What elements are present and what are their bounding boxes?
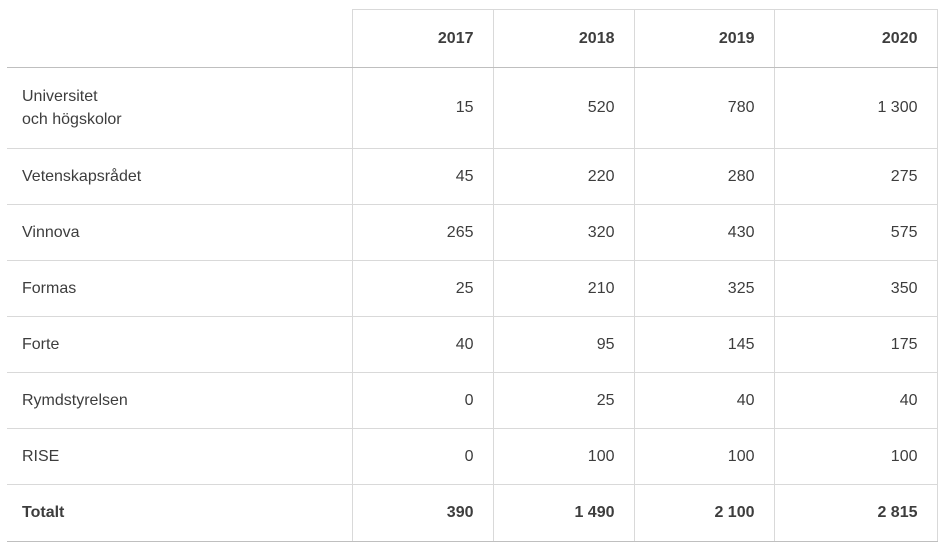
value-cell: 275 bbox=[773, 148, 938, 205]
total-value-cell: 390 bbox=[351, 484, 493, 542]
value-cell: 145 bbox=[633, 316, 774, 373]
row-label: Forte bbox=[7, 316, 352, 373]
total-value-cell: 2 100 bbox=[633, 484, 774, 542]
value-cell: 520 bbox=[492, 67, 634, 149]
value-cell: 100 bbox=[633, 428, 774, 485]
value-cell: 100 bbox=[492, 428, 634, 485]
value-cell: 575 bbox=[773, 204, 938, 261]
funding-table: 2017 2018 2019 2020 Universitet och högs… bbox=[7, 9, 938, 542]
row-label: Formas bbox=[7, 260, 352, 317]
table-row: Vetenskapsrådet 45 220 280 275 bbox=[7, 148, 938, 205]
row-label: Universitet och högskolor bbox=[7, 67, 352, 149]
value-cell: 40 bbox=[351, 316, 493, 373]
table-row: Vinnova 265 320 430 575 bbox=[7, 204, 938, 261]
value-cell: 25 bbox=[492, 372, 634, 429]
value-cell: 320 bbox=[492, 204, 634, 261]
table-row: Universitet och högskolor 15 520 780 1 3… bbox=[7, 67, 938, 149]
total-row-label: Totalt bbox=[7, 484, 352, 542]
table-row: Rymdstyrelsen 0 25 40 40 bbox=[7, 372, 938, 429]
value-cell: 220 bbox=[492, 148, 634, 205]
table-row: Forte 40 95 145 175 bbox=[7, 316, 938, 373]
column-header-2018: 2018 bbox=[492, 9, 634, 68]
value-cell: 175 bbox=[773, 316, 938, 373]
value-cell: 15 bbox=[351, 67, 493, 149]
value-cell: 350 bbox=[773, 260, 938, 317]
total-row: Totalt 390 1 490 2 100 2 815 bbox=[7, 484, 938, 542]
value-cell: 325 bbox=[633, 260, 774, 317]
value-cell: 430 bbox=[633, 204, 774, 261]
value-cell: 280 bbox=[633, 148, 774, 205]
value-cell: 1 300 bbox=[773, 67, 938, 149]
value-cell: 40 bbox=[633, 372, 774, 429]
total-value-cell: 2 815 bbox=[773, 484, 938, 542]
total-value-cell: 1 490 bbox=[492, 484, 634, 542]
header-row: 2017 2018 2019 2020 bbox=[7, 9, 938, 68]
value-cell: 210 bbox=[492, 260, 634, 317]
value-cell: 40 bbox=[773, 372, 938, 429]
value-cell: 265 bbox=[351, 204, 493, 261]
row-label: Rymdstyrelsen bbox=[7, 372, 352, 429]
column-header-2020: 2020 bbox=[773, 9, 938, 68]
corner-cell bbox=[7, 9, 352, 68]
column-header-2019: 2019 bbox=[633, 9, 774, 68]
row-label: Vinnova bbox=[7, 204, 352, 261]
value-cell: 25 bbox=[351, 260, 493, 317]
row-label: Vetenskapsrådet bbox=[7, 148, 352, 205]
row-label: RISE bbox=[7, 428, 352, 485]
value-cell: 0 bbox=[351, 372, 493, 429]
table-row: RISE 0 100 100 100 bbox=[7, 428, 938, 485]
column-header-2017: 2017 bbox=[351, 9, 493, 68]
table-row: Formas 25 210 325 350 bbox=[7, 260, 938, 317]
value-cell: 45 bbox=[351, 148, 493, 205]
value-cell: 0 bbox=[351, 428, 493, 485]
value-cell: 780 bbox=[633, 67, 774, 149]
value-cell: 100 bbox=[773, 428, 938, 485]
value-cell: 95 bbox=[492, 316, 634, 373]
